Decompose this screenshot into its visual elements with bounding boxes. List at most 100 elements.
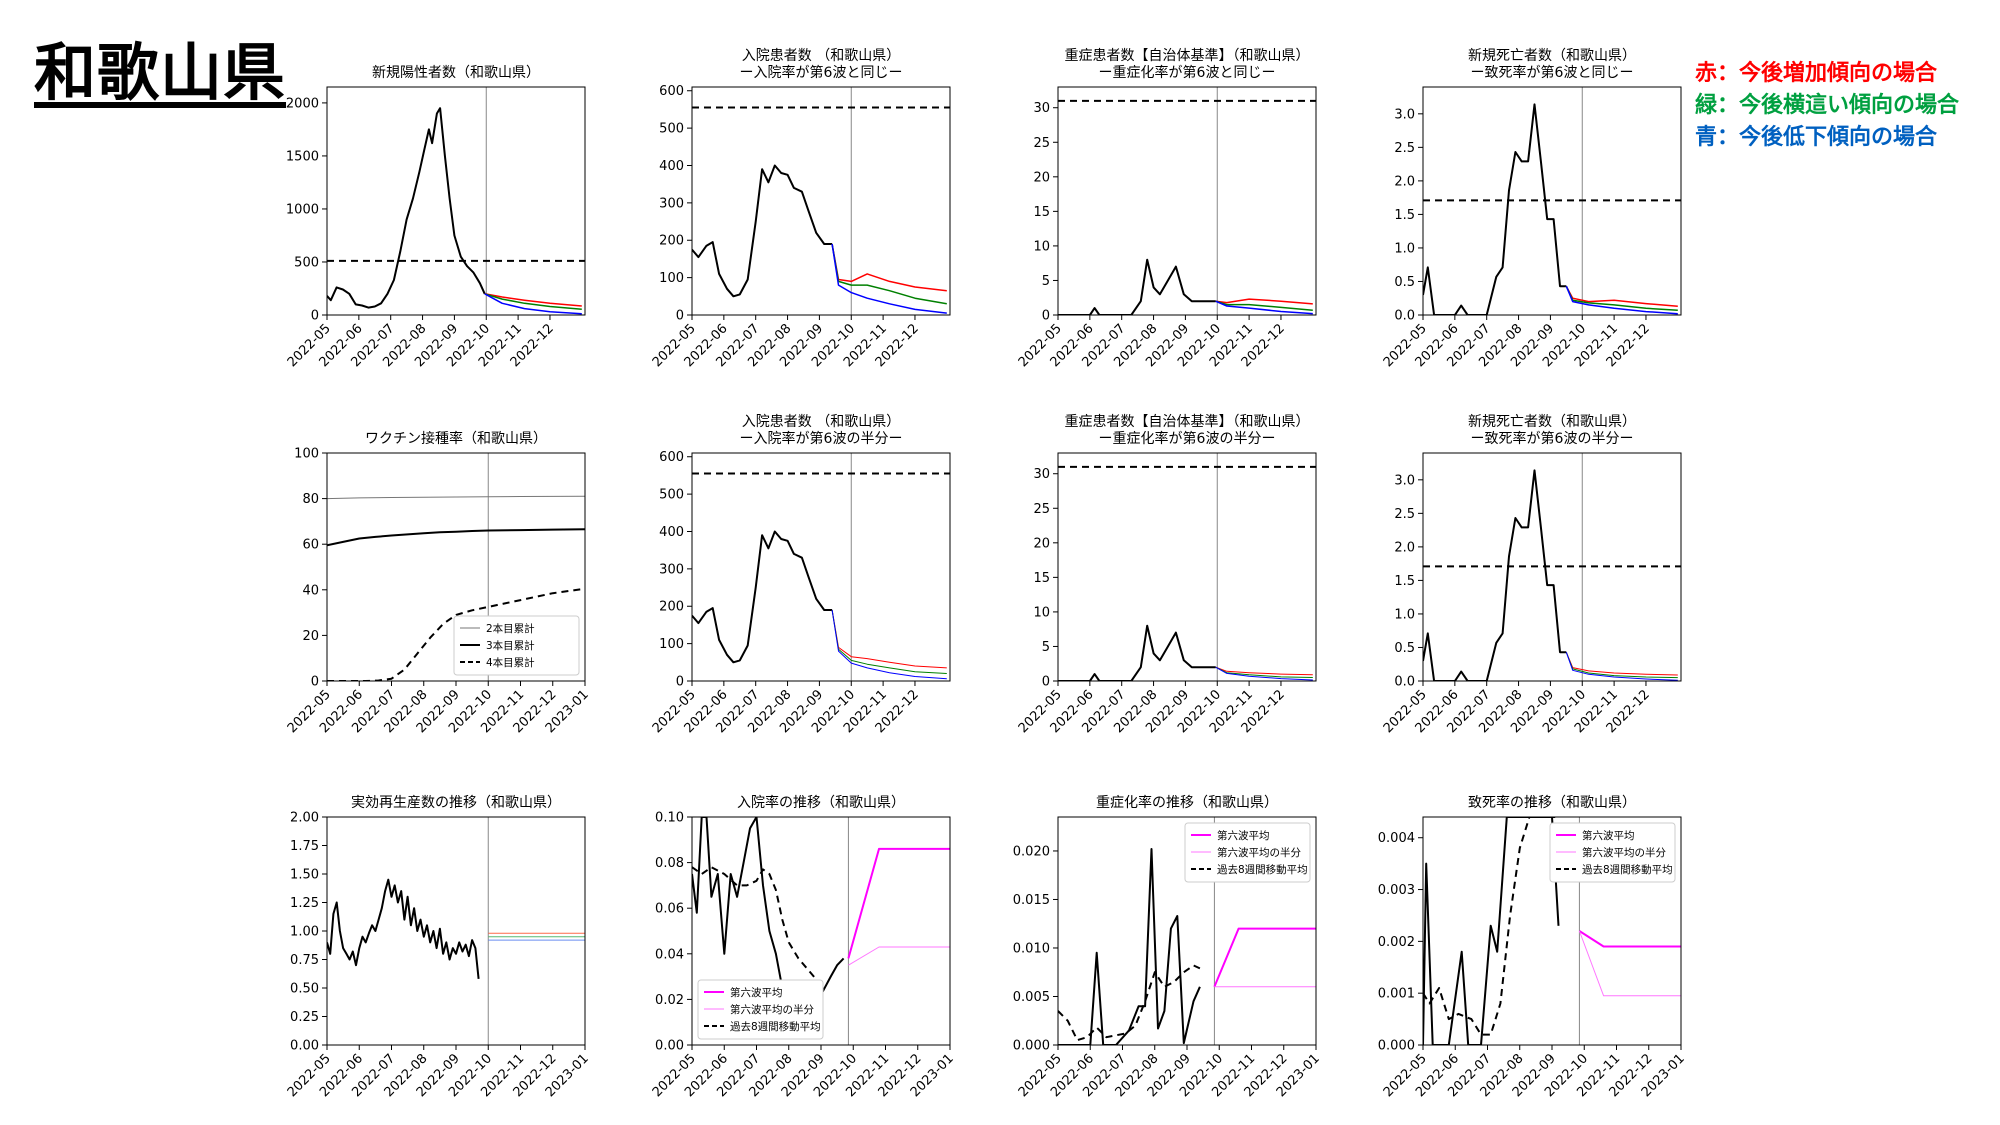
y-tick-label: 0.003 xyxy=(1378,883,1415,898)
y-tick-label: 1.5 xyxy=(1394,208,1415,223)
chart-hosp-same: 入院患者数 （和歌山県）ー入院率が第6波と同じー 0 100 200 300 400 500… xyxy=(650,48,951,370)
y-tick-label: 0 xyxy=(1042,309,1050,324)
y-tick-label: 0.5 xyxy=(1394,641,1415,656)
series-line-2 xyxy=(327,587,585,681)
series-line-3 xyxy=(1565,652,1678,681)
y-tick-label: 0.004 xyxy=(1378,831,1415,846)
chart-title: 重症患者数【自治体基準】（和歌山県） xyxy=(1065,47,1310,64)
series-line-1 xyxy=(484,293,582,307)
y-tick-label: 0.25 xyxy=(290,1010,319,1025)
y-tick-label: 0.5 xyxy=(1394,275,1415,290)
y-tick-label: 0.75 xyxy=(290,953,319,968)
legend-box xyxy=(697,979,824,1040)
plot-area xyxy=(1423,87,1681,315)
y-tick-label: 30 xyxy=(1033,467,1050,482)
chart-title: 入院患者数 （和歌山県） xyxy=(742,414,900,430)
scenario-legend: 赤：今後増加傾向の場合 緑：今後横這い傾向の場合 青：今後低下傾向の場合 xyxy=(1695,58,1959,154)
y-tick-label: 0 xyxy=(676,309,684,324)
chart-title: 新規死亡者数（和歌山県） xyxy=(1468,48,1636,64)
series-line-3 xyxy=(484,293,582,315)
y-tick-label: 200 xyxy=(659,234,684,249)
plot-area xyxy=(1058,453,1316,681)
y-tick-label: 2000 xyxy=(286,96,319,111)
plot-frame xyxy=(691,86,951,316)
y-tick-label: 0.10 xyxy=(655,811,684,826)
legend-label: 過去8週間移動平均 xyxy=(1217,863,1308,876)
chart-rt: 実効再生産数の推移（和歌山県） 0.00 0.25 0.50 0.75 1.00 1.25 1… xyxy=(285,795,592,1100)
y-tick-label: 20 xyxy=(302,629,319,644)
legend-label: 3本目累計 xyxy=(486,639,535,652)
y-tick-label: 0.00 xyxy=(655,1039,684,1054)
prefecture-title: 和歌山県 xyxy=(34,36,287,109)
plot-area xyxy=(1058,87,1316,315)
y-tick-label: 25 xyxy=(1033,502,1050,517)
y-tick-label: 3.0 xyxy=(1394,473,1415,488)
series-line-0 xyxy=(692,530,833,664)
y-tick-label: 20 xyxy=(1033,170,1050,185)
plot-frame xyxy=(326,452,586,682)
plot-area xyxy=(1423,453,1681,681)
chart-severe-rate: 重症化率の推移（和歌山県）0.0000.0050.0100.0150.02020… xyxy=(1013,794,1323,1100)
series-line-0 xyxy=(1058,624,1216,681)
series-line-1 xyxy=(831,243,947,292)
y-tick-label: 0.0 xyxy=(1394,309,1415,324)
series-line-1 xyxy=(327,528,585,547)
series-line-3 xyxy=(831,243,947,314)
y-tick-label: 1.0 xyxy=(1394,607,1415,622)
y-tick-label: 600 xyxy=(659,450,684,465)
chart-title: ー致死率が第6波の半分ー xyxy=(1471,430,1634,447)
y-tick-label: 0.000 xyxy=(1378,1039,1415,1054)
y-tick-label: 2.5 xyxy=(1394,507,1415,522)
series-line-1 xyxy=(1215,666,1313,676)
series-line-1 xyxy=(1423,817,1556,1036)
y-tick-label: 0.000 xyxy=(1013,1039,1050,1054)
y-tick-label: 500 xyxy=(659,122,684,137)
y-tick-label: 15 xyxy=(1033,205,1050,220)
chart-title: ー入院率が第6波と同じー xyxy=(740,64,903,81)
plot-frame xyxy=(691,452,951,682)
plot-frame xyxy=(691,816,951,1046)
chart-title: ー重症化率が第6波の半分ー xyxy=(1099,430,1276,447)
chart-title: 実効再生産数の推移（和歌山県） xyxy=(351,795,561,811)
legend-label: 第六波平均の半分 xyxy=(730,1003,814,1016)
y-tick-label: 40 xyxy=(302,583,319,598)
chart-hosp-half: 入院患者数 （和歌山県）ー入院率が第6波の半分ー 0 100 200 300 400 500… xyxy=(650,414,951,736)
series-line-2 xyxy=(484,293,582,310)
series-line-0 xyxy=(1423,103,1567,315)
y-tick-label: 1.00 xyxy=(290,925,319,940)
legend-label: 過去8週間移動平均 xyxy=(730,1020,821,1033)
series-line-2 xyxy=(1565,285,1678,312)
plot-area xyxy=(692,453,950,681)
plot-frame xyxy=(1057,452,1317,682)
series-line-0 xyxy=(692,164,833,298)
chart-deaths-same: 新規死亡者数（和歌山県）ー致死率が第6波と同じー 0.0 0.5 1.0 1.5 2.0 2… xyxy=(1381,48,1682,370)
series-line-2 xyxy=(1215,300,1313,311)
y-tick-label: 400 xyxy=(659,525,684,540)
legend-label: 第六波平均 xyxy=(730,986,783,999)
y-tick-label: 0.04 xyxy=(655,947,684,962)
y-tick-label: 600 xyxy=(659,84,684,99)
chart-new-cases: 新規陽性者数（和歌山県）05001000150020002022-052022-… xyxy=(285,65,586,370)
series-line-0 xyxy=(1058,848,1201,1045)
y-tick-label: 20 xyxy=(1033,536,1050,551)
y-tick-label: 1.5 xyxy=(1394,574,1415,589)
series-line-1 xyxy=(1058,964,1201,1042)
y-tick-label: 0.0 xyxy=(1394,675,1415,690)
chart-title: 新規死亡者数（和歌山県） xyxy=(1468,414,1636,430)
y-tick-label: 2.5 xyxy=(1394,141,1415,156)
y-tick-label: 100 xyxy=(294,447,319,462)
chart-severe-same: 重症患者数【自治体基準】（和歌山県）ー重症化率が第6波と同じー 0 5 10 15 20 2… xyxy=(1016,47,1317,370)
y-tick-label: 2.0 xyxy=(1394,174,1415,189)
y-tick-label: 1000 xyxy=(286,202,319,217)
legend-label: 2本目累計 xyxy=(486,622,535,635)
legend-label: 第六波平均の半分 xyxy=(1217,846,1301,859)
chart-death-rate: 致死率の推移（和歌山県）0.0000.0010.0020.0030.004202… xyxy=(1378,794,1688,1100)
y-tick-label: 80 xyxy=(302,492,319,507)
y-tick-label: 400 xyxy=(659,159,684,174)
y-tick-label: 0 xyxy=(1042,675,1050,690)
series-line-0 xyxy=(1058,258,1216,315)
y-tick-label: 1.50 xyxy=(290,868,319,883)
y-tick-label: 0.020 xyxy=(1013,844,1050,859)
legend-label: 第六波平均 xyxy=(1217,829,1270,842)
y-tick-label: 10 xyxy=(1033,605,1050,620)
